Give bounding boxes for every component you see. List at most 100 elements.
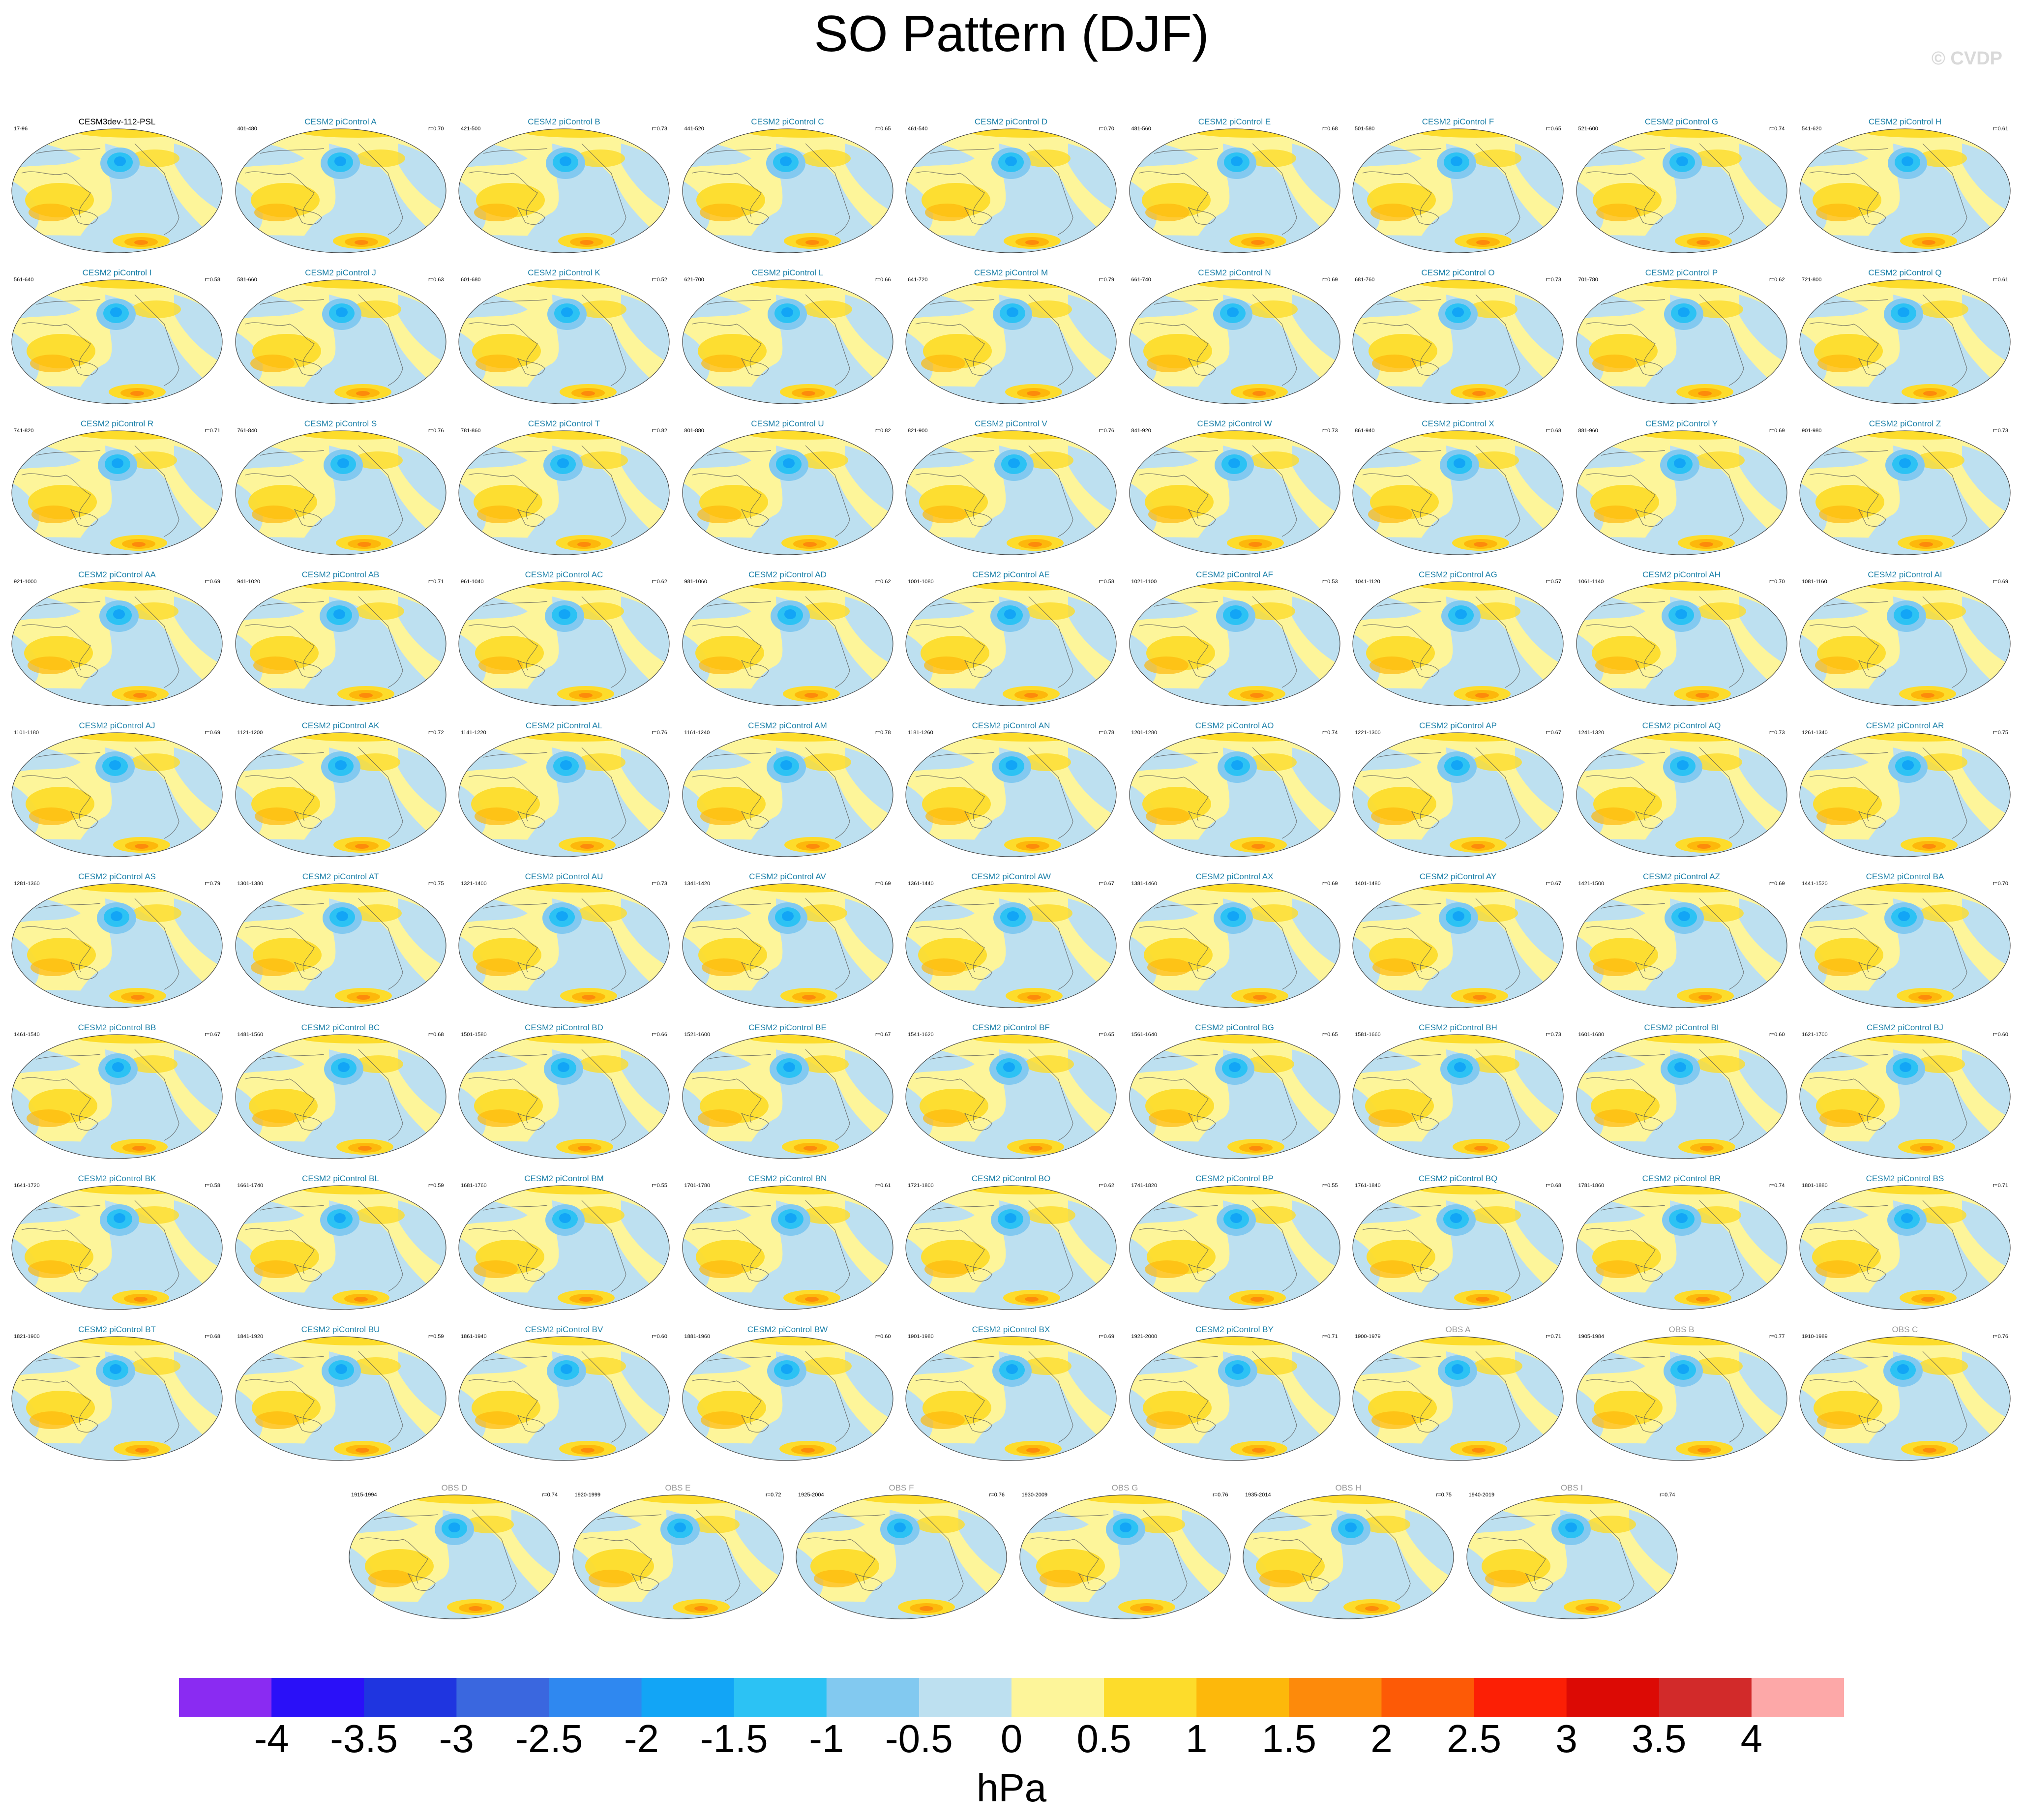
map-image [1352,883,1564,1008]
map-panel: CESM2 piControl BW 1881-1960 r=0.60 [678,1322,898,1466]
panel-correlation: r=0.76 [989,1492,1005,1498]
map-panel: CESM2 piControl AX 1381-1460 r=0.69 [1125,869,1345,1014]
panel-years: 1321-1400 [461,881,487,887]
map-image [905,279,1117,404]
map-image [682,1034,893,1159]
panel-correlation: r=0.69 [1322,881,1338,887]
panel-title: CESM3dev-112-PSL [78,117,156,126]
map-image [11,1034,223,1159]
map-image [1799,128,2011,253]
map-image [11,581,223,706]
panel-years: 1361-1440 [908,881,934,887]
map-image [235,128,446,253]
map-image [1799,1034,2011,1159]
panel-title: CESM2 piControl T [528,419,600,428]
panel-correlation: r=0.68 [1322,126,1338,132]
colorbar-swatch [456,1678,549,1717]
panel-title: OBS F [889,1483,914,1492]
panel-title: CESM2 piControl R [80,419,154,428]
panel-years: 1161-1240 [684,730,710,736]
panel-years: 17-96 [14,126,28,132]
panel-years: 941-1020 [237,579,261,585]
panel-title: CESM2 piControl AW [971,872,1051,881]
map-panel: CESM2 piControl BC 1481-1560 r=0.68 [231,1020,451,1164]
panel-years: 1661-1740 [237,1183,264,1189]
map-panel: CESM2 piControl BI 1601-1680 r=0.60 [1572,1020,1792,1164]
colorbar-tick-label: 3 [1555,1717,1577,1760]
panel-years: 1901-1980 [908,1334,934,1340]
colorbar-swatch [1381,1678,1475,1717]
panel-correlation: r=0.69 [205,730,221,736]
panel-correlation: r=0.67 [875,1032,891,1038]
panel-years: 1921-2000 [1131,1334,1158,1340]
map-image [1352,732,1564,857]
panel-correlation: r=0.70 [1993,881,2009,887]
map-image [1352,581,1564,706]
panel-title: CESM2 piControl BJ [1867,1023,1943,1032]
map-panel: CESM2 piControl BU 1841-1920 r=0.59 [231,1322,451,1466]
panel-correlation: r=0.79 [1099,277,1115,283]
panel-years: 581-660 [237,277,257,283]
panel-title: CESM2 piControl AA [78,570,156,579]
map-panel: CESM2 piControl AD 981-1060 r=0.62 [678,567,898,712]
panel-years: 1041-1120 [1355,579,1380,585]
panel-title: CESM2 piControl BS [1866,1174,1944,1183]
map-panel: CESM2 piControl L 621-700 r=0.66 [678,265,898,410]
panel-correlation: r=0.66 [652,1032,668,1038]
panel-correlation: r=0.74 [542,1492,558,1498]
map-panel: CESM2 piControl O 681-760 r=0.73 [1348,265,1568,410]
map-panel: OBS B 1905-1984 r=0.77 [1572,1322,1792,1466]
panel-title: CESM2 piControl AR [1866,721,1944,730]
panel-correlation: r=0.73 [1546,1032,1562,1038]
map-panel: CESM2 piControl BQ 1761-1840 r=0.68 [1348,1171,1568,1315]
colorbar-tick-label: -3.5 [330,1717,398,1760]
colorbar-swatch [1659,1678,1752,1717]
panel-years: 521-600 [1578,126,1598,132]
map-panel: CESM2 piControl BH 1581-1660 r=0.73 [1348,1020,1568,1164]
panel-years: 1541-1620 [908,1032,934,1038]
colorbar-swatch [1474,1678,1567,1717]
panel-correlation: r=0.71 [1322,1334,1338,1340]
panel-correlation: r=0.73 [1993,428,2009,434]
panel-years: 1861-1940 [461,1334,487,1340]
panel-correlation: r=0.68 [205,1334,221,1340]
map-panel: CESM2 piControl AN 1181-1260 r=0.78 [901,718,1121,863]
panel-years: 1421-1500 [1578,881,1605,887]
panel-title: CESM2 piControl A [304,117,377,126]
map-image [682,883,893,1008]
map-image [1799,430,2011,555]
map-image [905,732,1117,857]
map-image [905,1185,1117,1310]
map-image [1576,279,1787,404]
panel-correlation: r=0.62 [1769,277,1785,283]
map-panel: CESM2 piControl E 481-560 r=0.68 [1125,114,1345,259]
panel-title: CESM2 piControl BF [972,1023,1050,1032]
panel-title: CESM2 piControl E [1198,117,1271,126]
map-panel: CESM2 piControl AY 1401-1480 r=0.67 [1348,869,1568,1014]
map-panel: CESM2 piControl BN 1701-1780 r=0.61 [678,1171,898,1315]
panel-correlation: r=0.69 [1322,277,1338,283]
map-panel: CESM2 piControl AT 1301-1380 r=0.75 [231,869,451,1014]
panel-title: CESM2 piControl AV [749,872,826,881]
map-panel: CESM2 piControl BD 1501-1580 r=0.66 [454,1020,674,1164]
panel-correlation: r=0.79 [205,881,221,887]
map-image [1243,1494,1454,1619]
panel-title: CESM2 piControl BE [748,1023,827,1032]
panel-years: 1930-2009 [1021,1492,1048,1498]
panel-title: CESM2 piControl AS [78,872,156,881]
panel-correlation: r=0.74 [1660,1492,1675,1498]
map-panel: OBS G 1930-2009 r=0.76 [1015,1480,1235,1625]
map-image [11,279,223,404]
panel-title: CESM2 piControl AZ [1643,872,1720,881]
panel-correlation: r=0.76 [1993,1334,2009,1340]
map-image [1576,1336,1787,1461]
panel-correlation: r=0.82 [875,428,891,434]
map-image [1799,732,2011,857]
panel-correlation: r=0.74 [1322,730,1338,736]
map-panel: CESM2 piControl AP 1221-1300 r=0.67 [1348,718,1568,863]
panel-years: 761-840 [237,428,257,434]
panel-title: OBS B [1668,1325,1695,1334]
colorbar-tick-label: 2 [1370,1717,1393,1760]
map-panel: CESM2 piControl AK 1121-1200 r=0.72 [231,718,451,863]
panel-years: 841-920 [1131,428,1151,434]
